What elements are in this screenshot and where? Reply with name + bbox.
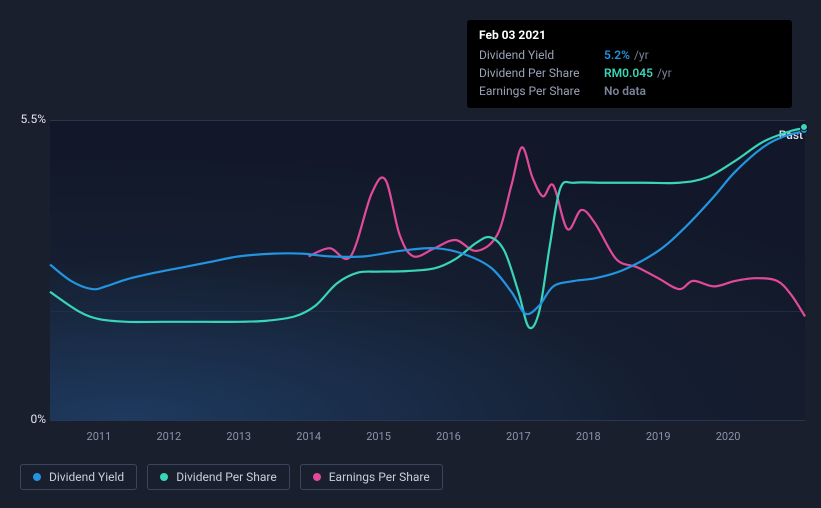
x-axis-label: 2019: [646, 430, 671, 443]
tooltip-row-value: No data: [604, 82, 646, 100]
tooltip-row-label: Earnings Per Share: [479, 82, 604, 100]
chart-tooltip: Feb 03 2021 Dividend Yield5.2%/yrDividen…: [467, 20, 792, 108]
legend-item-dividend-yield[interactable]: Dividend Yield: [20, 464, 137, 490]
chart-lines: [50, 120, 805, 420]
tooltip-row: Earnings Per ShareNo data: [479, 82, 780, 100]
legend-dot-icon: [33, 473, 41, 481]
line-earnings-per-share: [309, 147, 805, 316]
legend-label: Earnings Per Share: [329, 470, 430, 484]
gridline: [50, 420, 805, 421]
legend-label: Dividend Per Share: [176, 470, 277, 484]
chart-legend: Dividend Yield Dividend Per Share Earnin…: [20, 464, 443, 490]
tooltip-row-label: Dividend Per Share: [479, 64, 604, 82]
tooltip-row: Dividend Per ShareRM0.045/yr: [479, 64, 780, 82]
legend-item-dividend-per-share[interactable]: Dividend Per Share: [147, 464, 290, 490]
legend-dot-icon: [313, 473, 321, 481]
tooltip-row: Dividend Yield5.2% /yr: [479, 46, 780, 64]
line-dividend-per-share: [50, 128, 805, 328]
x-axis-label: 2015: [366, 430, 391, 443]
legend-item-earnings-per-share[interactable]: Earnings Per Share: [300, 464, 443, 490]
tooltip-date: Feb 03 2021: [479, 28, 780, 42]
tooltip-row-value: RM0.045: [604, 64, 653, 82]
x-axis-label: 2016: [436, 430, 461, 443]
tooltip-row-unit: /yr: [634, 46, 649, 64]
legend-label: Dividend Yield: [49, 470, 124, 484]
x-axis-label: 2020: [716, 430, 741, 443]
tooltip-row-unit: /yr: [657, 64, 672, 82]
tooltip-row-label: Dividend Yield: [479, 46, 604, 64]
y-axis-label: 0%: [20, 412, 46, 426]
tooltip-row-value: 5.2%: [604, 46, 630, 64]
dividend-history-chart: 0% 5.5% 2011 2012 2013 2014 2015 2016 2017 2018 2…: [0, 0, 821, 508]
x-axis-label: 2011: [87, 430, 112, 443]
legend-dot-icon: [160, 473, 168, 481]
y-axis-label: 5.5%: [20, 112, 46, 126]
x-axis-label: 2012: [156, 430, 181, 443]
x-axis-label: 2014: [296, 430, 321, 443]
line-dividend-yield: [50, 131, 805, 314]
x-axis-label: 2013: [226, 430, 251, 443]
x-axis-label: 2018: [576, 430, 601, 443]
x-axis-label: 2017: [506, 430, 531, 443]
